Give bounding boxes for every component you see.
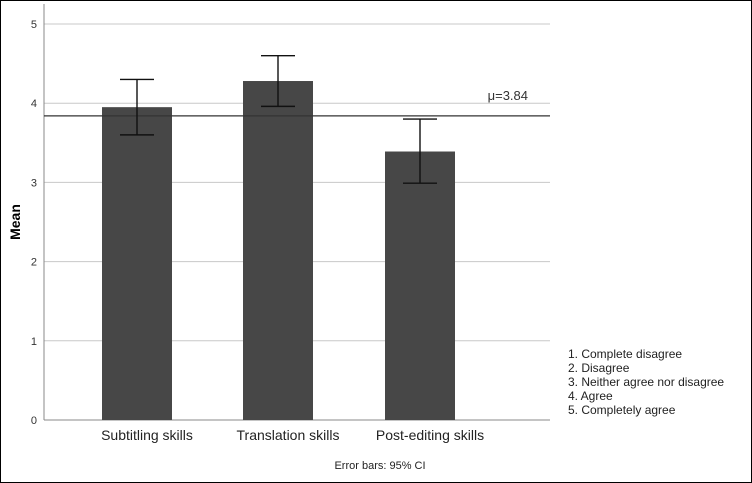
legend-item: 1. Complete disagree xyxy=(568,347,683,361)
x-tick-label: Translation skills xyxy=(237,427,340,443)
y-tick-label: 4 xyxy=(31,98,37,110)
legend-item: 4. Agree xyxy=(568,389,613,403)
footnote: Error bars: 95% CI xyxy=(334,460,425,472)
bar xyxy=(102,107,172,420)
y-tick-label: 5 xyxy=(31,19,37,31)
y-tick-label: 0 xyxy=(31,415,37,427)
bar xyxy=(243,81,313,421)
legend-item: 2. Disagree xyxy=(568,361,630,375)
y-tick-label: 3 xyxy=(31,177,37,189)
legend: 1. Complete disagree 2. Disagree 3. Neit… xyxy=(568,347,724,417)
y-tick-label: 1 xyxy=(31,336,37,348)
bar xyxy=(385,151,455,420)
y-tick-label: 2 xyxy=(31,257,37,269)
legend-item: 5. Completely agree xyxy=(568,403,676,417)
x-tick-label: Subtitling skills xyxy=(101,427,193,443)
y-axis-label: Mean xyxy=(7,204,23,240)
legend-item: 3. Neither agree nor disagree xyxy=(568,375,725,389)
x-tick-label: Post-editing skills xyxy=(376,427,484,443)
mean-line-label: μ=3.84 xyxy=(488,88,528,103)
